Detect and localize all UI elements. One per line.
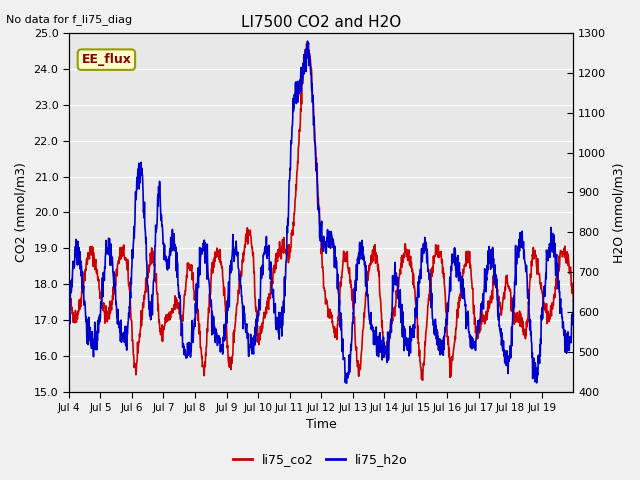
Legend: li75_co2, li75_h2o: li75_co2, li75_h2o [228, 448, 412, 471]
Text: EE_flux: EE_flux [81, 53, 131, 66]
Y-axis label: H2O (mmol/m3): H2O (mmol/m3) [612, 162, 625, 263]
Title: LI7500 CO2 and H2O: LI7500 CO2 and H2O [241, 15, 401, 30]
X-axis label: Time: Time [306, 419, 337, 432]
Text: No data for f_li75_diag: No data for f_li75_diag [6, 14, 132, 25]
Y-axis label: CO2 (mmol/m3): CO2 (mmol/m3) [15, 163, 28, 263]
